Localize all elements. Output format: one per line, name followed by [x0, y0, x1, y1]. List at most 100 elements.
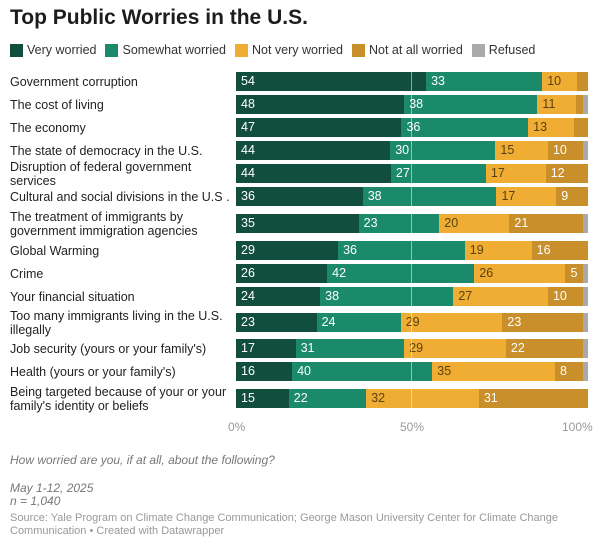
date-note: May 1-12, 2025 [10, 481, 94, 495]
bar-segment-somewhat-worried: 23 [358, 214, 440, 233]
bar-segment-not-very-worried: 10 [542, 72, 578, 91]
bar-segment-not-at-all-worried: 31 [478, 389, 588, 408]
bar-row: The state of democracy in the U.S. 44 30 15… [10, 139, 590, 162]
bar-segment-not-very-worried: 15 [495, 141, 548, 160]
bar-segment-somewhat-worried: 24 [316, 313, 401, 332]
bar-segment-very-worried: 47 [236, 118, 402, 137]
bar-segment-somewhat-worried: 38 [404, 95, 538, 114]
category-label: Crime [10, 266, 44, 281]
bar-segment-very-worried: 29 [236, 241, 339, 260]
bar-segment-somewhat-worried: 31 [295, 339, 405, 358]
category-label: Government corruption [10, 74, 138, 89]
bar-row: The treatment of immigrants by governmen… [10, 208, 590, 239]
bar-segment-somewhat-worried: 22 [288, 389, 367, 408]
bar-segment-not-at-all-worried: 16 [531, 241, 588, 260]
category-label: The economy [10, 120, 86, 135]
bar-segment-refused [583, 339, 588, 358]
category-label: Job security (yours or your family's) [10, 341, 207, 356]
bar-row: The cost of living 48 38 11 [10, 93, 590, 116]
bar-segment-not-at-all-worried: 10 [547, 141, 583, 160]
bar-segment-very-worried: 17 [236, 339, 296, 358]
gridline-50 [411, 70, 412, 416]
bar-segment-not-at-all-worried: 23 [502, 313, 583, 332]
bar-row: Government corruption 54 33 10 [10, 70, 590, 93]
bar-segment-very-worried: 36 [236, 187, 363, 206]
bar-segment-very-worried: 15 [236, 389, 289, 408]
bar-segment-not-very-worried: 17 [496, 187, 557, 206]
legend-swatch [10, 43, 23, 57]
sample-size-note: n = 1,040 [10, 494, 61, 508]
bar-segment-not-very-worried: 11 [537, 95, 576, 114]
category-label: Cultural and social divisions in the U.S… [10, 189, 230, 204]
category-label: The treatment of immigrants by governmen… [10, 209, 198, 238]
bar-row: Being targeted because of your or your f… [10, 383, 590, 414]
legend: Very worried Somewhat worried Not very wor… [10, 43, 535, 57]
x-tick: 0% [228, 420, 246, 434]
bar-segment-not-very-worried: 35 [432, 362, 555, 381]
bar-row: Health (yours or your family's) 16 40 35 8 [10, 360, 590, 383]
bar-segment-very-worried: 23 [236, 313, 317, 332]
bar-segment-very-worried: 16 [236, 362, 293, 381]
bar-segment-refused [583, 214, 589, 233]
legend-label: Not very worried [252, 43, 343, 57]
category-label: Disruption of federal government service… [10, 159, 192, 188]
bar-segment-not-very-worried: 27 [453, 287, 548, 306]
bar-segment-not-at-all-worried [573, 118, 588, 137]
legend-item: Not at all worried [352, 43, 463, 57]
source-note: Source: Yale Program on Climate Change C… [10, 512, 559, 537]
bar-segment-very-worried: 48 [236, 95, 405, 114]
legend-item: Refused [471, 43, 535, 57]
chart-title: Top Public Worries in the U.S. [10, 6, 308, 29]
bar-segment-somewhat-worried: 36 [338, 241, 465, 260]
bar-row: Crime 26 42 26 5 [10, 262, 590, 285]
bar-segment-somewhat-worried: 36 [401, 118, 529, 137]
bar-segment-somewhat-worried: 30 [390, 141, 496, 160]
bar-segment-not-very-worried: 19 [464, 241, 532, 260]
bar-segment-very-worried: 35 [236, 214, 359, 233]
bar-segment-not-very-worried: 32 [366, 389, 479, 408]
x-tick: 50% [400, 420, 425, 434]
bar-row: Disruption of federal government service… [10, 159, 590, 188]
bar-segment-refused [583, 141, 588, 160]
bar-segment-not-very-worried: 29 [400, 313, 503, 332]
bar-segment-not-very-worried: 13 [528, 118, 574, 137]
category-label: The cost of living [10, 97, 104, 112]
category-label: Your financial situation [10, 289, 135, 304]
legend-label: Very worried [27, 43, 97, 57]
bar-segment-not-at-all-worried: 10 [547, 287, 584, 306]
bar-row: Cultural and social divisions in the U.S… [10, 185, 590, 208]
legend-swatch [105, 43, 119, 57]
category-label: Being targeted because of your or your f… [10, 384, 227, 413]
bar-segment-refused [583, 362, 588, 381]
bar-segment-very-worried: 54 [236, 72, 427, 91]
bar-segment-somewhat-worried: 38 [362, 187, 497, 206]
category-label: Health (yours or your family's) [10, 364, 176, 379]
bar-segment-not-at-all-worried: 22 [505, 339, 583, 358]
bar-segment-somewhat-worried: 33 [426, 72, 543, 91]
bar-segment-very-worried: 24 [236, 287, 321, 306]
bar-segment-somewhat-worried: 27 [390, 164, 486, 183]
bar-segment-not-at-all-worried: 12 [545, 164, 588, 183]
legend-label: Not at all worried [369, 43, 463, 57]
bar-row: Job security (yours or your family's) 17 3… [10, 337, 590, 360]
legend-item: Somewhat worried [105, 43, 226, 57]
bar-segment-not-at-all-worried: 5 [565, 264, 584, 283]
legend-swatch [471, 43, 485, 57]
bar-segment-very-worried: 26 [236, 264, 328, 283]
bar-segment-somewhat-worried: 40 [292, 362, 433, 381]
bar-row: The economy 47 36 13 [10, 116, 590, 139]
bar-segment-somewhat-worried: 38 [320, 287, 454, 306]
category-label: Global Warming [10, 243, 100, 258]
bar-segment-not-at-all-worried [577, 72, 588, 91]
bar-segment-not-at-all-worried: 9 [556, 187, 588, 206]
bar-segment-not-very-worried: 20 [439, 214, 510, 233]
legend-swatch [235, 43, 248, 57]
bar-segment-refused [583, 95, 588, 114]
bar-segment-not-at-all-worried: 21 [509, 214, 584, 233]
bar-segment-not-very-worried: 17 [485, 164, 546, 183]
category-label: Too many immigrants living in the U.S. i… [10, 308, 223, 337]
bar-segment-refused [582, 313, 588, 332]
bar-segment-not-very-worried: 26 [474, 264, 566, 283]
legend-item: Not very worried [235, 43, 343, 57]
